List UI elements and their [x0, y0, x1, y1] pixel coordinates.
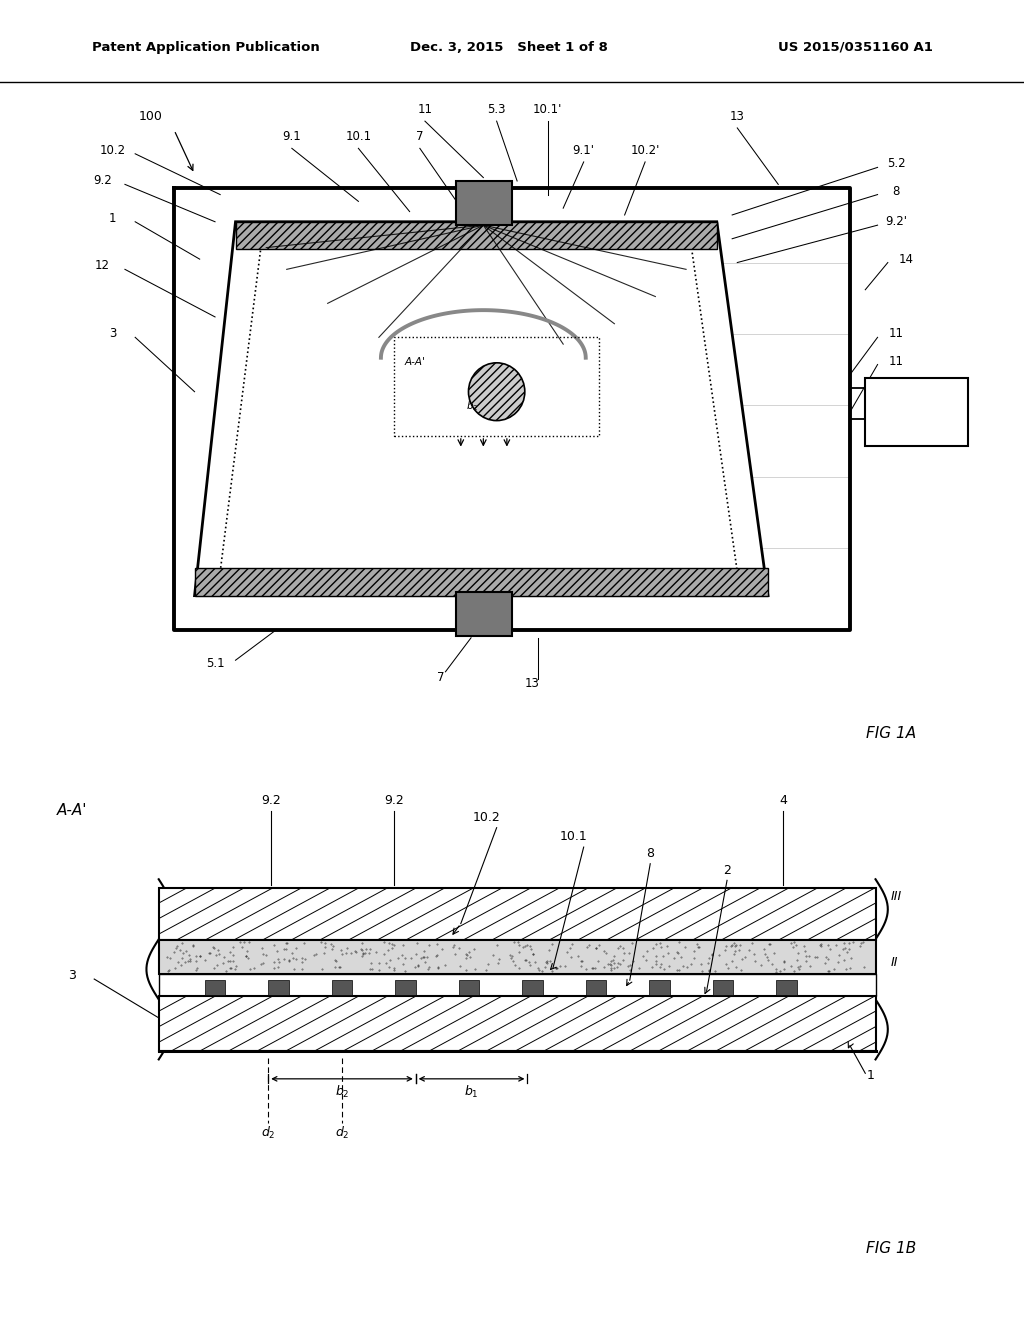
Text: 10.2: 10.2	[472, 810, 501, 824]
Polygon shape	[195, 222, 768, 595]
Text: 10.1: 10.1	[345, 131, 372, 143]
Text: 3: 3	[68, 969, 76, 982]
Text: FIG 1A: FIG 1A	[866, 726, 915, 742]
Text: 13: 13	[525, 677, 540, 690]
Text: 11: 11	[418, 103, 432, 116]
Text: 7: 7	[436, 671, 444, 684]
Text: 11: 11	[889, 355, 903, 367]
Text: US 2015/0351160 A1: US 2015/0351160 A1	[778, 41, 933, 54]
Text: 10.2: 10.2	[99, 144, 126, 157]
Text: 12: 12	[95, 259, 110, 272]
Text: A-A': A-A'	[404, 356, 425, 367]
Text: 3: 3	[109, 327, 117, 341]
Bar	[713, 981, 733, 994]
Text: 9.2: 9.2	[384, 795, 404, 808]
Bar	[456, 181, 512, 226]
Text: 8: 8	[892, 185, 900, 198]
Text: 9.2: 9.2	[93, 174, 112, 187]
Text: III: III	[891, 891, 902, 903]
Text: 10.1: 10.1	[559, 830, 588, 843]
Text: Dec. 3, 2015   Sheet 1 of 8: Dec. 3, 2015 Sheet 1 of 8	[410, 41, 607, 54]
Text: 5.1: 5.1	[206, 657, 224, 671]
Bar	[159, 887, 876, 940]
Text: 10.2': 10.2'	[631, 144, 659, 157]
Bar	[456, 593, 512, 636]
Text: 7: 7	[416, 131, 424, 143]
Polygon shape	[236, 222, 717, 249]
Text: 11: 11	[889, 327, 903, 341]
Text: 9.1': 9.1'	[572, 144, 595, 157]
Text: 9.1: 9.1	[283, 131, 301, 143]
Text: 2: 2	[723, 863, 731, 876]
Text: 10.1': 10.1'	[534, 103, 562, 116]
Text: 5.2: 5.2	[887, 157, 905, 170]
Bar	[395, 981, 416, 994]
Bar	[459, 981, 479, 994]
Polygon shape	[195, 569, 768, 595]
Bar	[159, 974, 876, 995]
Bar	[205, 981, 225, 994]
Text: 1: 1	[109, 211, 117, 224]
Text: $b_2$: $b_2$	[335, 1084, 349, 1100]
Text: 14: 14	[899, 252, 913, 265]
Bar	[159, 995, 876, 1051]
Bar	[159, 940, 876, 974]
Text: 8: 8	[646, 847, 654, 861]
Text: A-A': A-A'	[56, 804, 87, 818]
Ellipse shape	[468, 363, 524, 421]
Text: Patent Application Publication: Patent Application Publication	[92, 41, 319, 54]
Bar	[649, 981, 670, 994]
Text: $b_2$: $b_2$	[466, 399, 478, 413]
Text: FIG 1B: FIG 1B	[865, 1242, 916, 1257]
Bar	[586, 981, 606, 994]
Bar	[522, 981, 543, 994]
Text: 13: 13	[730, 110, 744, 123]
Bar	[332, 981, 352, 994]
Text: 9.2: 9.2	[261, 795, 282, 808]
Text: $b_1$: $b_1$	[464, 1084, 479, 1100]
Bar	[865, 378, 968, 446]
Text: II: II	[891, 956, 898, 969]
Text: 4: 4	[779, 795, 787, 808]
Text: 5.3: 5.3	[487, 103, 506, 116]
Text: 1: 1	[866, 1069, 874, 1082]
Text: 9.2': 9.2'	[885, 215, 907, 228]
Bar	[776, 981, 797, 994]
Bar	[268, 981, 289, 994]
Text: 100: 100	[138, 110, 162, 123]
Text: $d_2$: $d_2$	[335, 1125, 349, 1142]
Text: $d_2$: $d_2$	[261, 1125, 275, 1142]
Bar	[394, 338, 599, 436]
